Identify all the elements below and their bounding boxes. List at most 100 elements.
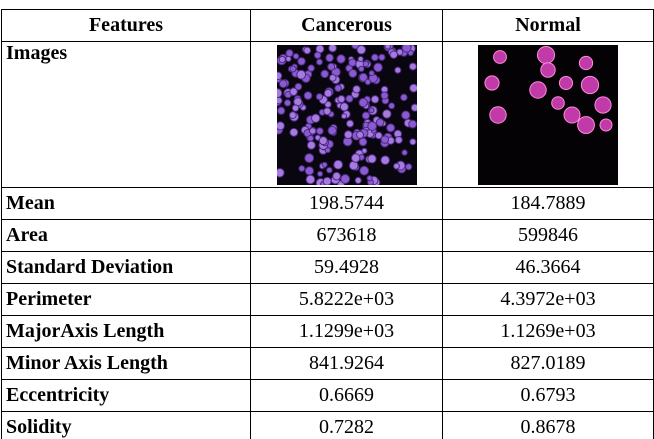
cell-nucleus (393, 163, 399, 169)
cell-nucleus (380, 155, 389, 164)
cell-nucleus (303, 47, 310, 54)
cell-nucleus (578, 116, 595, 133)
features-table: Features Cancerous Normal Images Mean198… (1, 9, 654, 439)
cell-nucleus (306, 175, 315, 184)
cell-nucleus (405, 163, 411, 169)
cell-nucleus (285, 56, 290, 61)
value-cell: 841.9264 (251, 348, 443, 380)
row-label: Minor Axis Length (2, 348, 251, 380)
cell-nucleus (395, 136, 402, 143)
cell-nucleus (382, 109, 390, 117)
cell-nucleus (359, 166, 368, 175)
cell-nucleus (581, 76, 598, 93)
cell-nucleus (289, 66, 295, 72)
cell-nucleus (411, 104, 417, 111)
cell-nucleus (297, 57, 305, 65)
cell-nucleus (359, 138, 367, 146)
cell-nucleus (341, 113, 346, 118)
cell-nucleus (359, 98, 367, 106)
cell-nucleus (316, 127, 323, 134)
cell-nucleus (277, 72, 282, 79)
page: Features Cancerous Normal Images Mean198… (0, 0, 654, 439)
cell-nucleus (600, 118, 612, 130)
cell-nucleus (409, 62, 416, 69)
cell-nucleus (329, 74, 336, 81)
image-row: Images (2, 42, 654, 188)
cell-nucleus (277, 107, 284, 114)
cell-nucleus (277, 97, 282, 104)
cell-nucleus (356, 131, 363, 138)
cell-nucleus (307, 141, 315, 149)
cell-nucleus (373, 63, 382, 72)
cell-nucleus (340, 174, 349, 183)
cell-nucleus (376, 118, 383, 125)
cell-nucleus (400, 94, 406, 100)
header-cell: Features (2, 10, 251, 42)
cell-nucleus (336, 54, 344, 62)
value-cell: 184.7889 (443, 188, 654, 220)
cell-nucleus (320, 70, 328, 78)
cell-nucleus (304, 153, 313, 162)
cell-nucleus (292, 104, 298, 110)
value-cell: 0.6793 (443, 380, 654, 412)
cell-nucleus (369, 70, 374, 75)
table-row: MajorAxis Length1.1299e+031.1269e+03 (2, 316, 654, 348)
value-cell: 5.8222e+03 (251, 284, 443, 316)
cell-nucleus (277, 168, 284, 177)
cell-nucleus (328, 45, 336, 52)
cell-nucleus (401, 110, 409, 118)
cell-nucleus (541, 62, 555, 76)
cell-nucleus (311, 114, 319, 122)
table-row: Solidity0.72820.8678 (2, 412, 654, 439)
cell-nucleus (408, 120, 416, 128)
cell-nucleus (559, 76, 572, 89)
cell-nucleus (485, 75, 499, 89)
cell-nucleus (362, 111, 369, 118)
cell-nucleus (490, 106, 506, 122)
cell-nucleus (363, 61, 368, 66)
header-cell: Normal (443, 10, 654, 42)
normal-cell-image (478, 45, 618, 185)
cell-nucleus (388, 102, 394, 108)
cell-nucleus (357, 45, 366, 54)
cell-nucleus (401, 149, 406, 154)
cell-nucleus (348, 69, 356, 77)
value-cell: 0.8678 (443, 412, 654, 439)
cell-nucleus (367, 175, 372, 180)
cell-nucleus (530, 81, 546, 97)
value-cell: 0.6669 (251, 380, 443, 412)
cell-nucleus (537, 46, 554, 63)
cell-nucleus (386, 123, 394, 131)
cell-nucleus (307, 64, 313, 70)
row-label: Images (2, 42, 251, 188)
row-label: Solidity (2, 412, 251, 439)
value-cell: 827.0189 (443, 348, 654, 380)
cell-nucleus (289, 87, 297, 95)
cell-nucleus (344, 130, 352, 138)
cell-nucleus (277, 88, 282, 97)
cell-nucleus (365, 79, 370, 84)
value-cell: 4.3972e+03 (443, 284, 654, 316)
row-label: Perimeter (2, 284, 251, 316)
row-label: Standard Deviation (2, 252, 251, 284)
image-cell (443, 42, 654, 188)
cell-nucleus (293, 53, 298, 58)
value-cell: 599846 (443, 220, 654, 252)
cell-nucleus (352, 85, 359, 92)
header-row: Features Cancerous Normal (2, 10, 654, 42)
cell-nucleus (289, 111, 296, 118)
value-cell: 1.1269e+03 (443, 316, 654, 348)
cancerous-cell-image (277, 45, 417, 185)
cell-nucleus (389, 50, 396, 57)
cell-nucleus (277, 121, 284, 129)
cell-nucleus (325, 54, 333, 62)
cell-nucleus (340, 102, 348, 110)
value-cell: 0.7282 (251, 412, 443, 439)
cell-nucleus (381, 91, 388, 98)
row-label: Eccentricity (2, 380, 251, 412)
cell-nucleus (289, 128, 297, 136)
cell-nucleus (494, 50, 507, 63)
cell-nucleus (334, 84, 341, 91)
